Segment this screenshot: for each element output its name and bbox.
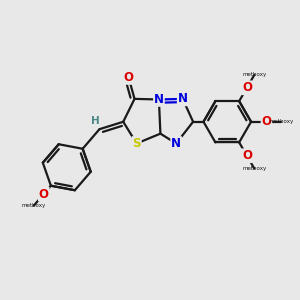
Text: O: O	[242, 81, 252, 94]
Text: methoxy: methoxy	[242, 72, 266, 77]
Text: N: N	[178, 92, 188, 105]
Text: methoxy: methoxy	[22, 203, 46, 208]
Text: N: N	[154, 93, 164, 106]
Text: O: O	[124, 71, 134, 84]
Text: N: N	[171, 137, 181, 150]
Text: O: O	[262, 115, 272, 128]
Text: O: O	[242, 149, 252, 162]
Text: S: S	[132, 137, 141, 150]
Text: methoxy: methoxy	[242, 166, 266, 171]
Text: O: O	[39, 188, 49, 200]
Text: H: H	[91, 116, 99, 126]
Text: methoxy: methoxy	[269, 119, 293, 124]
